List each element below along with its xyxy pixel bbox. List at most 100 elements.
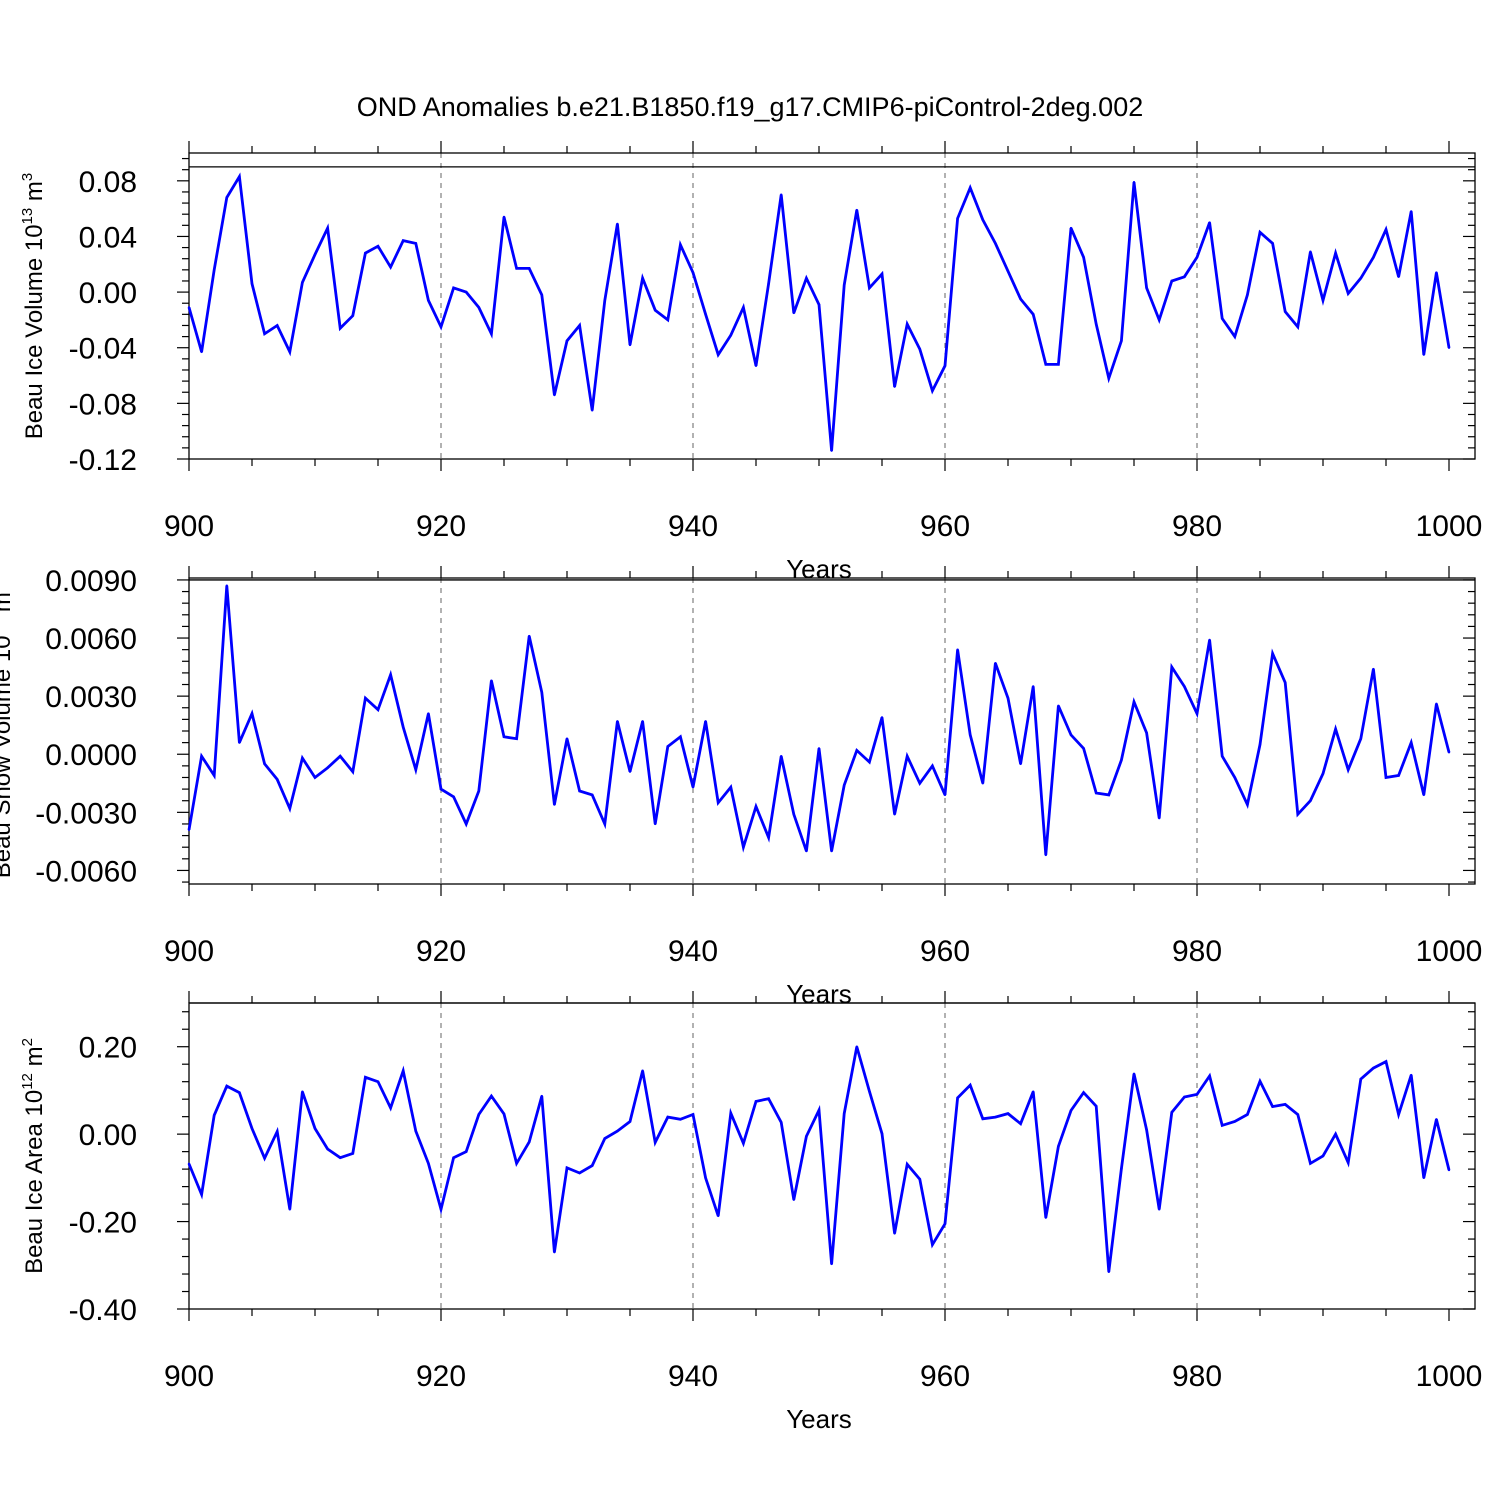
data-point [376,708,380,711]
data-point [1069,1109,1073,1112]
data-point [1296,1113,1300,1116]
data-point [465,1150,468,1153]
data-point [956,648,959,651]
data-point [465,290,468,294]
data-point [906,1163,909,1166]
data-point [792,1198,795,1201]
data-point [780,1121,783,1124]
data-point [628,1120,632,1123]
data-point [1447,751,1451,754]
data-point [654,1141,657,1144]
data-point [1410,1073,1413,1077]
data-point [893,1232,896,1235]
chart-panel-2: -0.0060 -0.0030 0.0000 0.0030 0.0060 0.0090 90… [0,565,1482,1009]
data-point [502,735,506,739]
data-point [339,327,342,330]
data-point [565,339,569,342]
y-tick-label: 0.0000 [45,739,137,772]
x-tick-label: 960 [920,1360,970,1393]
data-point [780,193,783,196]
data-point [969,733,972,737]
data-point [1120,1167,1123,1170]
x-tick-label: 940 [668,510,718,543]
data-point [301,756,304,760]
data-point [1258,231,1262,234]
data-point [666,318,669,322]
data-point [553,393,556,397]
y-axis-label: Beau Ice Volume 1013 m3 [19,173,48,440]
x-axis-label: Years [786,554,852,584]
data-point [628,343,632,347]
data-point [402,239,405,242]
y-tick-label: 0.00 [79,277,137,310]
data-point [729,1111,732,1115]
data-point [313,1127,317,1130]
data-point [1006,1112,1010,1115]
data-point [616,1129,619,1133]
data-point [1120,758,1123,762]
data-point [1195,712,1199,715]
data-point [452,795,455,799]
data-point [1447,1168,1451,1172]
data-point [1221,317,1224,320]
data-point [880,1132,884,1135]
data-point [691,785,695,789]
data-point [1082,1091,1085,1094]
y-tick-label: -0.08 [69,388,137,421]
data-point [981,218,984,221]
data-point [528,267,531,270]
data-point [427,299,430,302]
data-point [1145,731,1148,735]
data-point [1246,293,1249,297]
data-point [1095,1104,1098,1108]
data-point [187,306,191,309]
data-point [1170,1111,1174,1114]
data-point [1057,363,1060,366]
data-point [1284,1103,1287,1106]
data-point [754,364,758,368]
data-point [679,735,682,739]
data-point [704,313,707,316]
y-axis-label-part: Beau Snow Volume 10 [0,635,16,878]
data-point [1397,774,1400,777]
data-point [339,754,342,758]
data-point [717,353,720,356]
data-point [452,1156,455,1159]
data-point [528,1140,531,1144]
data-point [880,716,884,719]
data-point [540,691,543,694]
data-point [691,1113,695,1116]
data-point [767,836,770,839]
data-point [1195,1093,1199,1096]
data-point [402,1069,405,1072]
data-point [918,347,921,351]
y-tick-label: -0.20 [69,1207,137,1240]
data-point [238,741,241,744]
data-point [679,243,682,246]
data-point [843,283,846,287]
data-point [250,712,254,715]
data-point [515,737,518,740]
data-point [326,766,329,769]
data-point [591,409,594,412]
data-series-line [187,585,1451,856]
data-point [263,762,266,766]
data-point [465,822,468,826]
data-point [868,286,871,290]
data-point [1372,1066,1375,1070]
y-tick-label: -0.0030 [35,797,137,830]
y-axis-label-part: Beau Ice Volume 10 [21,224,48,439]
data-point [1044,853,1048,857]
y-axis-label-exponent: 13 [19,208,36,225]
data-point [1347,292,1350,295]
data-point [729,785,732,789]
data-point [1384,776,1388,779]
data-point [603,822,606,826]
data-point [1410,210,1413,213]
data-point [326,1147,329,1151]
data-point [427,1162,430,1165]
data-point [1057,704,1060,708]
data-point [515,1162,518,1165]
x-tick-label: 940 [668,935,718,968]
